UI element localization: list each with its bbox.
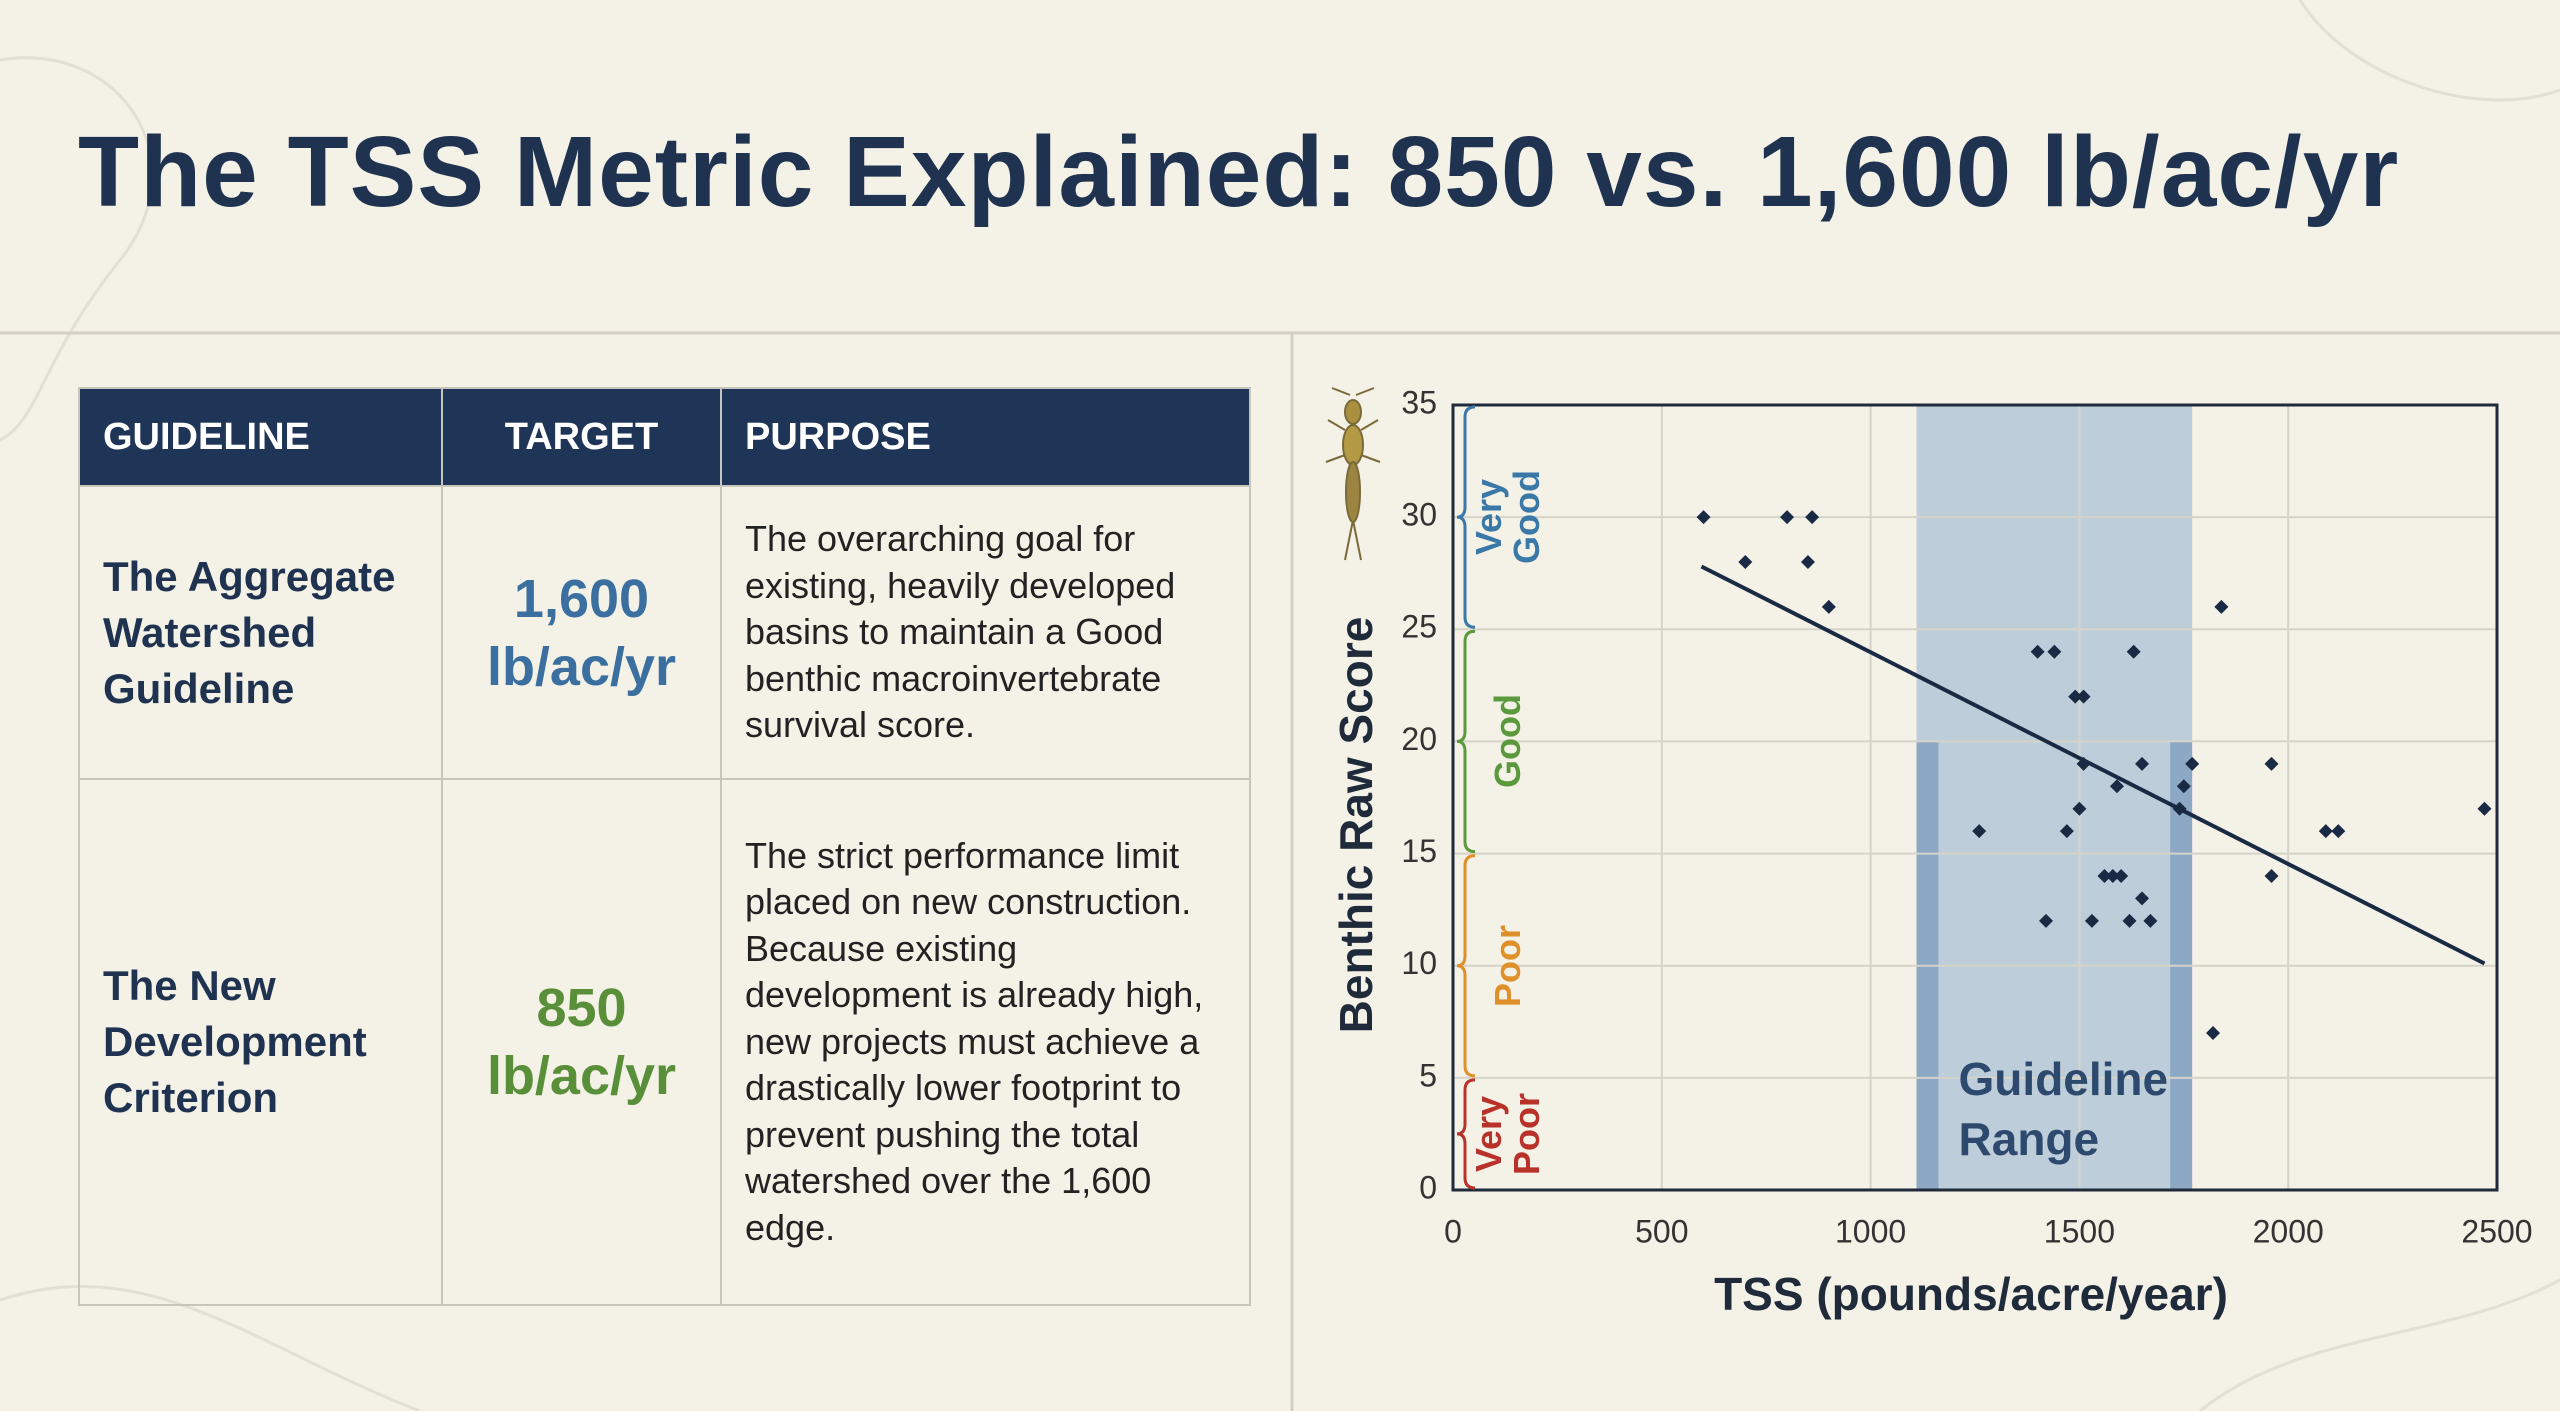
data-point (1805, 510, 1820, 525)
x-tick-label: 1500 (2044, 1213, 2115, 1249)
data-point (2105, 869, 2120, 883)
data-point (2264, 756, 2279, 771)
data-point (1780, 510, 1795, 525)
trend-line (1700, 564, 2486, 966)
guideline-cell: The New Development Criterion (78, 778, 443, 1306)
data-point (1972, 824, 1987, 839)
data-point (1738, 555, 1753, 569)
header-cell: PURPOSE (720, 387, 1251, 487)
insect-icon (1325, 387, 1381, 561)
data-point (2072, 801, 2087, 816)
data-point (2318, 824, 2333, 839)
data-point (2214, 599, 2229, 614)
y-axis-title: Benthic Raw Score (1330, 617, 1382, 1034)
band-label: Poor (1487, 924, 1528, 1007)
data-point (1800, 555, 1815, 569)
data-point (2477, 801, 2492, 816)
x-tick-label: 2000 (2253, 1213, 2324, 1249)
table-row: The Aggregate Watershed Guideline 1,600 … (78, 485, 1251, 780)
data-point (2047, 644, 2062, 659)
guideline-label: Guideline Range (1958, 1053, 2169, 1166)
data-point (2109, 779, 2124, 794)
data-point (2084, 913, 2099, 928)
band-brace (1456, 405, 1476, 629)
header-cell: TARGET (441, 387, 722, 487)
y-tick-label: 0 (1419, 1169, 1437, 1205)
data-point (2135, 756, 2150, 771)
band-brace (1456, 629, 1476, 854)
x-tick-label: 1000 (1835, 1213, 1906, 1249)
band-label: Good (1487, 694, 1528, 789)
x-tick-label: 500 (1635, 1213, 1688, 1249)
y-tick-label: 5 (1419, 1057, 1437, 1093)
y-tick-label: 10 (1401, 945, 1437, 981)
data-point (2331, 824, 2346, 839)
purpose-cell: The strict performance limit placed on n… (720, 778, 1251, 1306)
data-point (2076, 756, 2091, 771)
header-cell: GUIDELINE (78, 387, 443, 487)
x-axis-title: TSS (pounds/acre/year) (1714, 1268, 2228, 1320)
data-point (2206, 1026, 2221, 1040)
band-brace (1456, 854, 1476, 1078)
data-point (2122, 913, 2137, 928)
data-point (2143, 913, 2158, 928)
data-point (2176, 779, 2191, 794)
y-tick-label: 30 (1401, 497, 1437, 533)
guideline-band (1916, 405, 2193, 1190)
data-point (1696, 510, 1711, 525)
guideline-cell: The Aggregate Watershed Guideline (78, 485, 443, 780)
guideline-table: GUIDELINE TARGET PURPOSE The Aggregate W… (78, 387, 1251, 1306)
data-point (2059, 824, 2074, 839)
purpose-cell: The overarching goal for existing, heavi… (720, 485, 1251, 780)
data-point (2030, 644, 2045, 659)
data-point (1821, 599, 1836, 614)
data-point (2172, 801, 2187, 816)
data-point (2114, 869, 2129, 883)
x-tick-label: 0 (1444, 1213, 1462, 1249)
data-point (2097, 869, 2112, 883)
y-tick-label: 20 (1401, 721, 1437, 757)
y-tick-label: 35 (1401, 384, 1437, 420)
data-point (2264, 869, 2279, 883)
data-point (2076, 689, 2091, 704)
data-point (2126, 644, 2141, 659)
band-label: Very Poor (1468, 1092, 1547, 1175)
page-title: The TSS Metric Explained: 850 vs. 1,600 … (78, 116, 2400, 228)
x-tick-label: 2500 (2461, 1213, 2532, 1249)
y-tick-label: 15 (1401, 833, 1437, 869)
data-point (2068, 689, 2083, 704)
target-cell: 1,600 lb/ac/yr (441, 485, 722, 780)
data-point (2038, 913, 2053, 928)
band-label: Very Good (1468, 470, 1547, 565)
plot-frame (1451, 403, 2499, 1192)
table-header: GUIDELINE TARGET PURPOSE (78, 387, 1251, 487)
data-point (2185, 756, 2200, 771)
data-point (2135, 891, 2150, 906)
band-brace (1456, 1078, 1476, 1190)
target-cell: 850 lb/ac/yr (441, 778, 722, 1306)
y-tick-label: 25 (1401, 609, 1437, 645)
table-row: The New Development Criterion 850 lb/ac/… (78, 778, 1251, 1306)
